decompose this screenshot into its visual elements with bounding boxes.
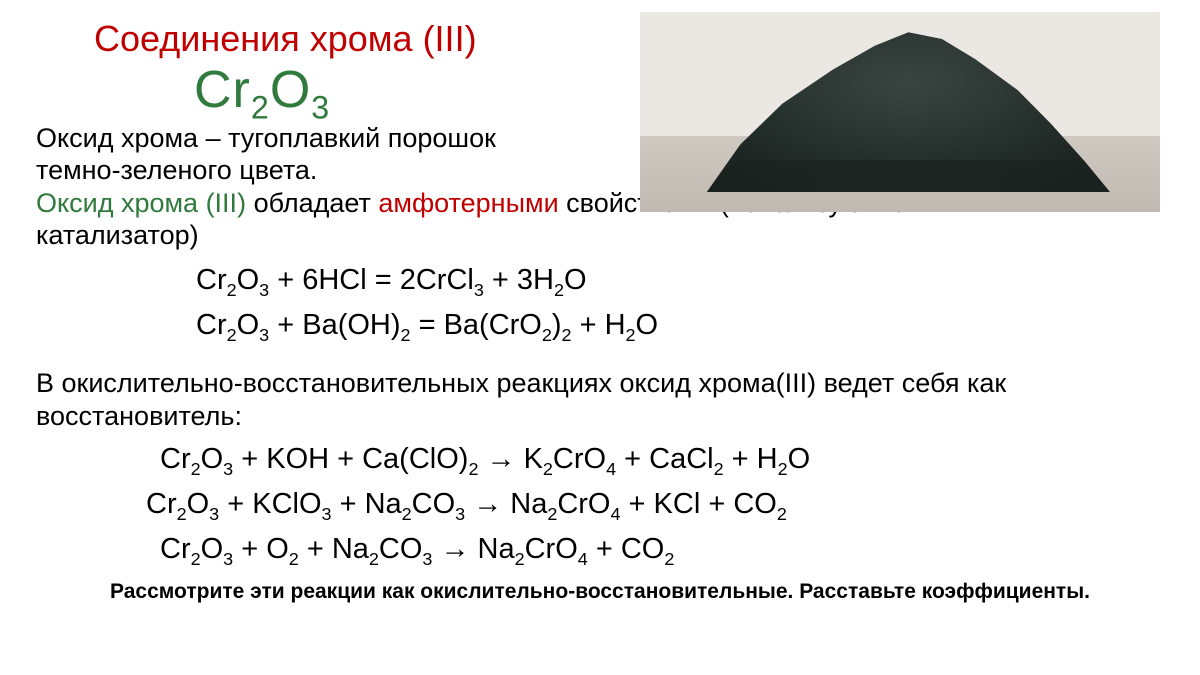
- eq-hcl: Cr2O3 + 6HCl = 2CrCl3 + 3H2O: [196, 258, 1164, 303]
- desc-mid: обладает: [246, 188, 378, 218]
- chromium-oxide-photo: [640, 12, 1160, 212]
- eq-o2-na2co3: Cr2O3 + O2 + Na2CO3 → Na2CrO4 + CO2: [160, 527, 1164, 572]
- amphoteric-equations: Cr2O3 + 6HCl = 2CrCl3 + 3H2O Cr2O3 + Ba(…: [196, 258, 1164, 348]
- eq-kclo3-na2co3: Cr2O3 + KClO3 + Na2CO3 → Na2CrO4 + KCl +…: [146, 482, 1164, 527]
- oxide-iii-label: Оксид хрома (III): [36, 188, 246, 218]
- desc-suffix-2: катализатор): [36, 220, 199, 250]
- desc-line-2: темно-зеленого цвета.: [36, 155, 317, 185]
- task-instruction: Рассмотрите эти реакции как окислительно…: [36, 580, 1164, 604]
- redox-intro-2: восстановитель:: [36, 401, 242, 431]
- eq-koh-caclo2: Cr2O3 + KOH + Ca(ClO)2 → K2CrO4 + CaCl2 …: [160, 437, 1164, 482]
- powder-pile: [690, 22, 1110, 192]
- redox-intro-1: В окислительно-восстановительных реакция…: [36, 368, 1006, 398]
- desc-line-1: Оксид хрома – тугоплавкий порошок: [36, 123, 496, 153]
- eq-baoh2: Cr2O3 + Ba(OH)2 = Ba(CrO2)2 + H2O: [196, 303, 1164, 348]
- amphoteric-word: амфотерными: [378, 188, 558, 218]
- redox-equations: Cr2O3 + KOH + Ca(ClO)2 → K2CrO4 + CaCl2 …: [160, 437, 1164, 572]
- redox-intro: В окислительно-восстановительных реакция…: [36, 367, 1164, 433]
